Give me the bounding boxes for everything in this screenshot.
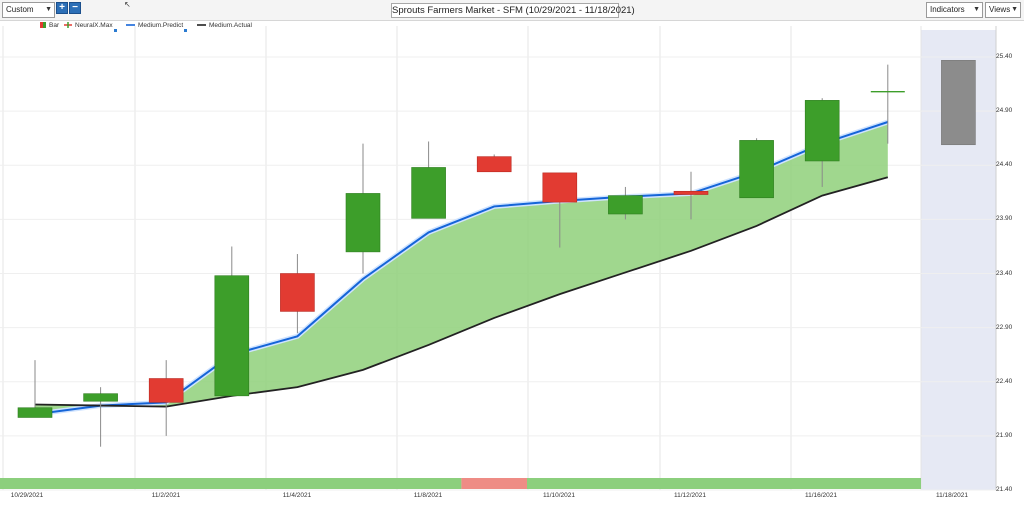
chevron-down-icon: ▼ (973, 6, 980, 13)
candle-body (804, 100, 840, 162)
legend-item-medium-actual: Medium.Actual (197, 20, 252, 32)
legend-item-neuralx-max: NeuralX.Max (64, 20, 117, 32)
candle-body (148, 378, 184, 403)
candle-body (739, 140, 774, 199)
indicators-label: Indicators (930, 5, 965, 14)
signal-segment (461, 478, 527, 489)
candle-up (739, 138, 774, 199)
views-label: Views (989, 5, 1011, 14)
candle-down (280, 254, 315, 334)
predict-swatch-icon (126, 24, 135, 27)
candle-body (345, 193, 381, 253)
candle-up (17, 360, 53, 418)
signal-strip (0, 478, 921, 489)
chart-title: Sprouts Farmers Market - SFM (10/29/2021… (391, 3, 635, 18)
y-tick-label: 24.40 (996, 161, 1013, 169)
y-tick-label: 23.90 (996, 215, 1013, 223)
indicators-dropdown[interactable]: Indicators ▼ (926, 2, 983, 18)
legend-label-neuralx-max: NeuralX.Max (75, 22, 113, 29)
x-tick-label: 10/29/2021 (10, 492, 44, 499)
candle-up (804, 98, 840, 187)
remove-button[interactable]: − (69, 2, 81, 14)
candle-body (673, 190, 709, 195)
candle-body (542, 172, 578, 203)
candle-body (411, 167, 446, 219)
candle-up (345, 143, 381, 274)
legend-dot-icon (113, 29, 117, 32)
x-tick-label: 11/12/2021 (673, 492, 707, 499)
actual-swatch-icon (197, 24, 206, 27)
bar-swatch-icon (40, 22, 46, 29)
x-tick-label: 11/18/2021 (935, 492, 969, 499)
candle-body (476, 156, 512, 173)
y-tick-label: 21.40 (996, 486, 1013, 493)
candle-down (476, 154, 512, 173)
signal-segment (527, 478, 921, 489)
candle-up (411, 141, 446, 219)
y-tick-label: 22.40 (996, 377, 1013, 385)
candle-up (83, 387, 118, 447)
candle-down (673, 171, 709, 220)
candle-down (542, 172, 578, 248)
y-tick-label: 22.90 (996, 323, 1013, 331)
signal-segment (0, 478, 462, 489)
candle-body (280, 273, 315, 312)
neuralx-swatch-icon (64, 22, 72, 29)
candle-body (608, 195, 643, 215)
candle-up (870, 64, 905, 144)
add-button[interactable]: + (56, 2, 68, 14)
legend-item-medium-predict: Medium.Predict (126, 20, 188, 32)
mouse-cursor-icon: ↖ (124, 0, 131, 9)
legend-item-bar: Bar (40, 20, 59, 32)
candles (17, 60, 976, 447)
candle-body (83, 393, 118, 402)
x-tick-label: 11/2/2021 (151, 492, 181, 499)
x-tick-label: 11/10/2021 (542, 492, 576, 499)
legend-label-bar: Bar (49, 22, 60, 29)
range-select[interactable]: Custom ▼ (2, 2, 55, 18)
candle-body (214, 275, 250, 397)
range-select-value: Custom (6, 5, 34, 14)
chevron-down-icon: ▼ (1011, 6, 1018, 13)
medium-actual-line (34, 176, 889, 408)
forecast-candle (941, 60, 976, 146)
legend-label-medium-actual: Medium.Actual (209, 22, 252, 29)
chevron-down-icon: ▼ (45, 6, 52, 13)
y-tick-label: 21.90 (996, 431, 1013, 439)
y-tick-label: 25.40 (996, 53, 1013, 61)
candle-down (148, 360, 184, 436)
x-tick-label: 11/4/2021 (282, 492, 312, 499)
legend-dot-icon (184, 29, 188, 32)
x-tick-label: 11/8/2021 (413, 492, 443, 499)
chart-toolbar: Custom ▼ + − Sprouts Farmers Market - SF… (0, 0, 1024, 21)
y-tick-label: 24.90 (996, 107, 1013, 115)
candle-up (214, 246, 250, 397)
y-tick-label: 23.40 (996, 269, 1013, 277)
candle-body (17, 407, 53, 418)
x-tick-label: 11/16/2021 (804, 492, 838, 499)
candle-up (608, 186, 643, 220)
legend-label-medium-predict: Medium.Predict (138, 22, 184, 29)
views-dropdown[interactable]: Views ▼ (985, 2, 1021, 18)
